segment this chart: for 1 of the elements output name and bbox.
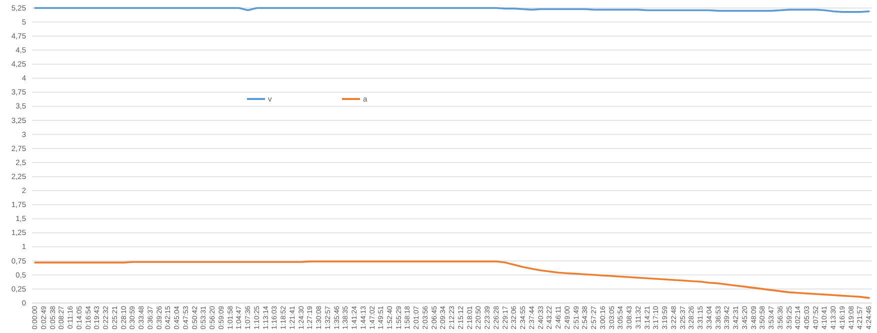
line-series bbox=[34, 260, 870, 299]
